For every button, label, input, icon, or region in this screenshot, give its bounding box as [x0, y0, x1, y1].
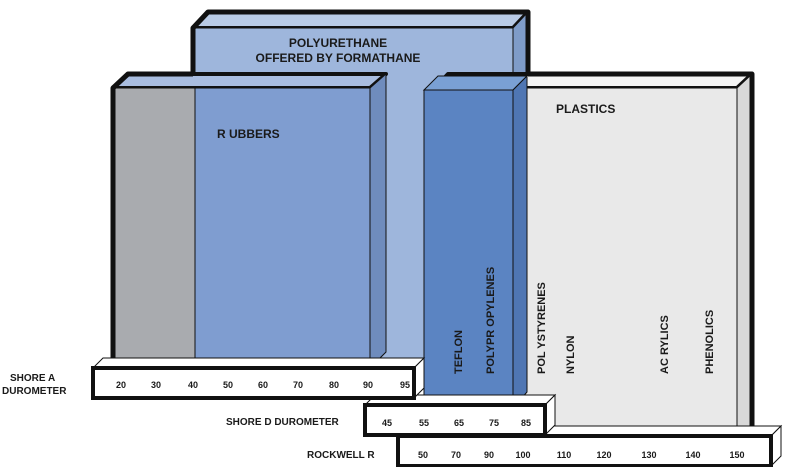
material-nylon: NYLON: [565, 335, 577, 374]
material-acrylics: AC RYLICS: [659, 315, 671, 374]
material-polypropylenes: POLYPR OPYLENES: [485, 267, 497, 374]
rockwell-ticks: 50 70 90 100 110 120 130 140 150: [418, 450, 745, 460]
material-phenolics: PHENOLICS: [704, 310, 716, 374]
shore-a-tick: 80: [329, 380, 339, 390]
rubbers-side-face: [369, 72, 387, 370]
shore-d-tick: 85: [521, 418, 531, 428]
shore-d-tick: 55: [419, 418, 429, 428]
polypropylene-top-face: [422, 75, 529, 91]
shore-a-tick: 40: [188, 380, 198, 390]
polypropylene-front-face: [423, 89, 514, 409]
title-line-1: POLYURETHANE: [289, 36, 387, 50]
rockwell-tick: 110: [557, 450, 572, 460]
rockwell-tick: 90: [484, 450, 494, 460]
shore-d-tick: 65: [454, 418, 464, 428]
shore-a-tick: 50: [223, 380, 233, 390]
rubbers-label: R UBBERS: [217, 127, 280, 141]
grey-front-face: [112, 87, 196, 369]
shore-a-tick: 60: [258, 380, 268, 390]
rockwell-tick: 130: [641, 450, 656, 460]
rockwell-bar-front: [396, 434, 773, 467]
shore-a-tick: 70: [293, 380, 303, 390]
plastics-label: PLASTICS: [556, 102, 615, 116]
material-polystyrenes: POL YSTYRENES: [536, 282, 548, 374]
shore-a-tick: 90: [363, 380, 373, 390]
shore-d-scale-bar: [363, 393, 557, 437]
shore-a-bar-front: [91, 366, 416, 400]
shore-a-label-line-2: DUROMETER: [2, 386, 67, 397]
rockwell-tick: 140: [685, 450, 700, 460]
rockwell-label: ROCKWELL R: [307, 450, 375, 461]
rockwell-tick: 50: [418, 450, 428, 460]
material-teflon: TEFLON: [453, 330, 465, 374]
shore-a-scale-bar: [91, 356, 426, 400]
shore-d-tick: 45: [382, 418, 392, 428]
shore-d-tick: 75: [489, 418, 499, 428]
polypropylene-side-face: [512, 74, 528, 410]
shore-a-tick: 20: [116, 380, 126, 390]
shore-a-label-line-1: SHORE A: [10, 373, 55, 384]
rubbers-front-face: [194, 87, 371, 369]
shore-d-label: SHORE D DUROMETER: [226, 417, 340, 428]
shore-d-bar-front: [363, 403, 547, 437]
shore-a-tick: 95: [400, 380, 410, 390]
rubbers-block: [110, 71, 388, 370]
title-line-2: OFFERED BY FORMATHANE: [256, 51, 421, 65]
rockwell-tick: 100: [515, 450, 530, 460]
rockwell-tick: 150: [729, 450, 744, 460]
shore-a-ticks: 20 30 40 50 60 70 80 90 95: [116, 380, 410, 390]
shore-d-ticks: 45 55 65 75 85: [382, 418, 531, 428]
rockwell-tick: 120: [596, 450, 611, 460]
polypropylene-block: [422, 74, 529, 410]
shore-a-tick: 30: [151, 380, 161, 390]
rockwell-tick: 70: [451, 450, 461, 460]
